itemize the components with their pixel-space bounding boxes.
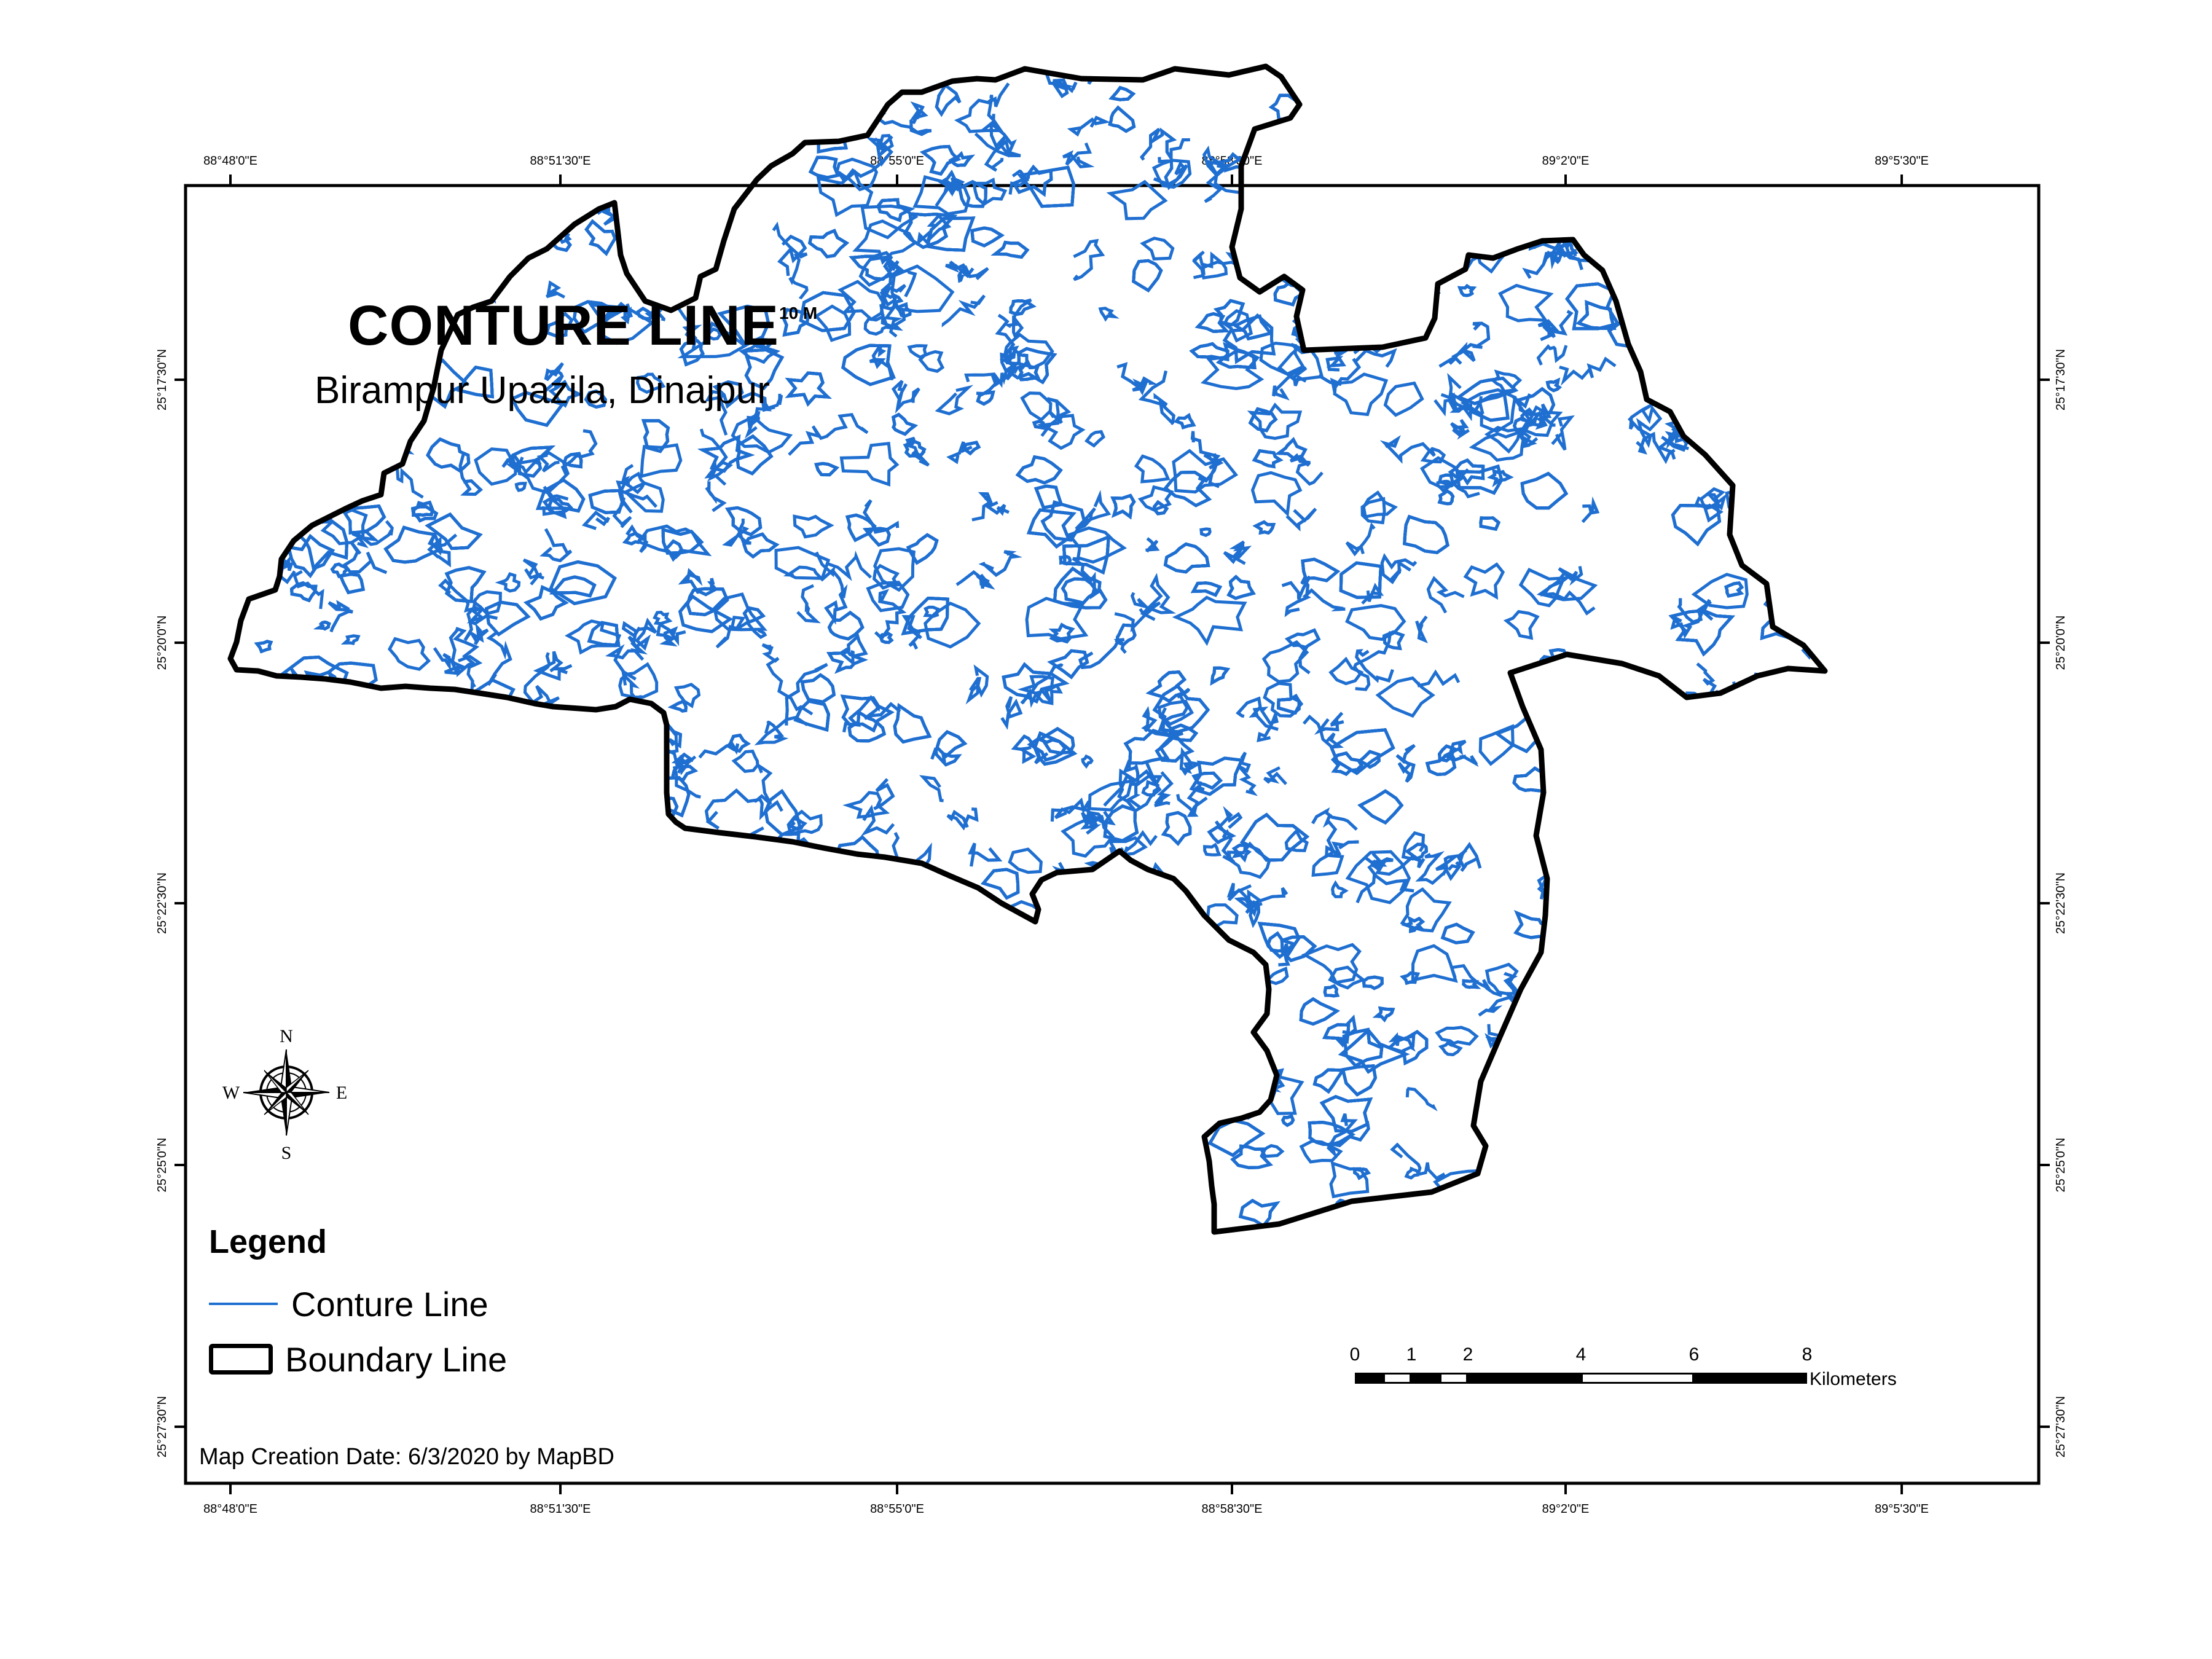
map-credit: Map Creation Date: 6/3/2020 by MapBD — [199, 1444, 614, 1470]
graticule-labels: 88°48'0"E88°48'0"E88°51'30"E88°51'30"E88… — [155, 154, 2068, 1516]
latitude-label: 25°27'30"N — [2054, 1396, 2068, 1457]
latitude-label: 25°25'0"N — [2054, 1138, 2068, 1193]
legend-item-boundary: Boundary Line — [209, 1339, 507, 1379]
map-title-superscript: 10 M — [779, 304, 818, 323]
scale-label-6: 6 — [1688, 1344, 1700, 1365]
longitude-label: 88°48'0"E — [203, 154, 257, 168]
scale-label-2: 2 — [1462, 1344, 1473, 1365]
latitude-label: 25°20'0"N — [2054, 616, 2068, 670]
scale-label-0: 0 — [1349, 1344, 1360, 1365]
latitude-label: 25°22'30"N — [2054, 873, 2068, 934]
upazila-boundary — [227, 63, 1828, 1235]
longitude-label: 88°55'0"E — [870, 1502, 924, 1516]
longitude-label: 88°55'0"E — [870, 154, 924, 168]
map-subtitle: Birampur Upazila, Dinajpur — [315, 369, 770, 412]
legend-item-contour: Conture Line — [209, 1284, 488, 1324]
latitude-label: 25°20'0"N — [155, 616, 169, 670]
compass-north-label: N — [280, 1026, 293, 1046]
contour-line-swatch-icon — [209, 1303, 278, 1305]
scale-bar-segments — [1355, 1373, 1807, 1384]
scale-label-4: 4 — [1575, 1344, 1586, 1365]
graticule-ticks — [175, 175, 2050, 1494]
legend-label-boundary: Boundary Line — [285, 1339, 508, 1379]
map-title: CONTURE LINE — [348, 294, 779, 357]
compass-south-label: S — [281, 1143, 292, 1163]
latitude-label: 25°17'30"N — [155, 349, 169, 410]
compass-rose-icon: N S E W — [222, 1026, 347, 1163]
longitude-label: 88°51'30"E — [530, 154, 591, 168]
longitude-label: 89°2'0"E — [1542, 154, 1590, 168]
longitude-label: 88°48'0"E — [203, 1502, 257, 1516]
scale-unit-label: Kilometers — [1810, 1369, 1897, 1389]
longitude-label: 88°51'30"E — [530, 1502, 591, 1516]
boundary-line-swatch-icon — [209, 1344, 273, 1375]
compass-west-label: W — [222, 1083, 240, 1103]
contour-lines — [230, 66, 1825, 1232]
latitude-label: 25°22'30"N — [155, 873, 169, 934]
map-frame — [184, 184, 2041, 1485]
scale-bar: 0 1 2 4 6 8 Kilometers — [1350, 1344, 1945, 1400]
scale-label-8: 8 — [1802, 1344, 1813, 1365]
latitude-label: 25°25'0"N — [155, 1138, 169, 1193]
legend-label-contour: Conture Line — [291, 1284, 488, 1324]
latitude-label: 25°27'30"N — [155, 1396, 169, 1457]
longitude-label: 89°5'30"E — [1875, 154, 1929, 168]
legend-title: Legend — [209, 1223, 327, 1260]
scale-label-1: 1 — [1406, 1344, 1417, 1365]
longitude-label: 89°5'30"E — [1875, 1502, 1929, 1516]
longitude-label: 89°2'0"E — [1542, 1502, 1590, 1516]
compass-east-label: E — [336, 1083, 347, 1103]
longitude-label: 88°58'30"E — [1202, 1502, 1263, 1516]
latitude-label: 25°17'30"N — [2054, 349, 2068, 410]
